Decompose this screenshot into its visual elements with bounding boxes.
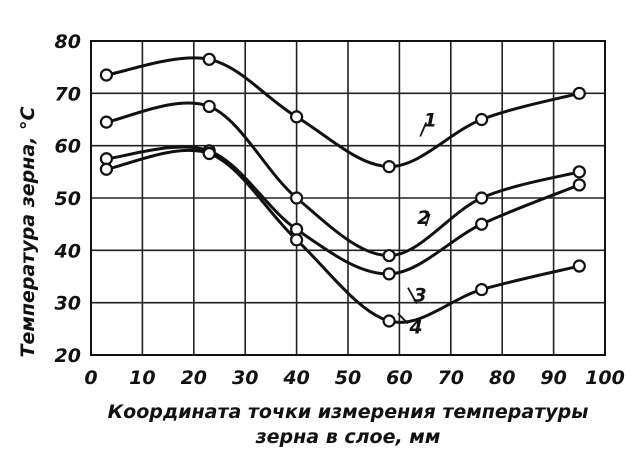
data-point-3-3: [382, 267, 396, 281]
x-tick-label: 70: [438, 367, 464, 389]
x-axis-ticks: 0 10 20 30 40 50 60 70 80 90 100: [84, 367, 624, 389]
series-label-leader-2: [424, 213, 431, 227]
grid-lines: [90, 40, 606, 356]
data-point-2-0: [99, 115, 114, 129]
y-tick-label: 70: [55, 83, 81, 105]
x-tick-label: 40: [282, 367, 309, 389]
data-point-4-0: [99, 162, 114, 176]
y-tick-label: 80: [55, 31, 81, 53]
series-line-4: [104, 148, 581, 324]
series-label-4: 4: [408, 316, 422, 338]
data-point-4-1: [202, 146, 216, 161]
x-tick-label: 90: [540, 367, 566, 389]
series-line-2: [104, 101, 581, 258]
data-point-1-5: [572, 86, 586, 100]
data-point-3-2: [290, 222, 304, 236]
x-tick-label: 20: [181, 367, 207, 389]
data-point-4-3: [382, 314, 396, 328]
x-tick-label: 100: [585, 367, 625, 389]
x-tick-label: 10: [129, 367, 155, 389]
y-tick-label: 40: [54, 240, 81, 262]
data-point-2-2: [290, 191, 304, 205]
series-line-3: [104, 145, 581, 276]
data-point-2-3: [382, 248, 396, 263]
x-axis-label-line-1: Координата точки измерения температуры: [108, 401, 589, 423]
y-tick-label: 20: [55, 345, 81, 367]
data-point-1-2: [290, 110, 304, 124]
x-axis-label-line-2: зерна в слое, мм: [255, 426, 441, 448]
series-label-leader-3: [407, 287, 418, 305]
plot-frame: [90, 40, 606, 356]
y-axis-ticks: 20 30 40 50 60 70 80: [54, 31, 81, 367]
x-tick-label: 30: [232, 367, 258, 389]
y-tick-label: 30: [55, 293, 81, 315]
x-tick-label: 0: [84, 367, 97, 389]
series-line-1: [104, 56, 581, 169]
x-tick-label: 50: [335, 367, 361, 389]
series-curves: [104, 56, 581, 324]
data-point-3-4: [475, 217, 489, 231]
data-point-4-5: [572, 259, 586, 273]
data-point-2-4: [475, 191, 489, 205]
series-label-leader-1: [419, 122, 428, 137]
data-point-3-5: [572, 178, 586, 192]
data-point-1-1: [202, 52, 216, 66]
series-label-3: 3: [413, 285, 426, 307]
data-point-2-1: [202, 99, 216, 114]
data-point-1-4: [475, 112, 489, 127]
series-label-leader-4: [397, 312, 409, 325]
series-points: [99, 52, 586, 328]
y-axis-label: Температура зерна, °С: [17, 106, 39, 357]
y-tick-label: 50: [55, 188, 81, 210]
data-point-1-3: [382, 160, 396, 174]
data-point-1-0: [99, 68, 114, 82]
data-point-4-2: [290, 233, 304, 247]
data-point-2-5: [572, 165, 586, 179]
data-point-4-4: [475, 282, 489, 297]
series-label-1: 1: [424, 109, 437, 131]
x-tick-label: 80: [489, 367, 515, 389]
x-tick-label: 60: [386, 367, 412, 389]
data-point-3-0: [99, 152, 114, 166]
y-tick-label: 60: [55, 136, 81, 158]
